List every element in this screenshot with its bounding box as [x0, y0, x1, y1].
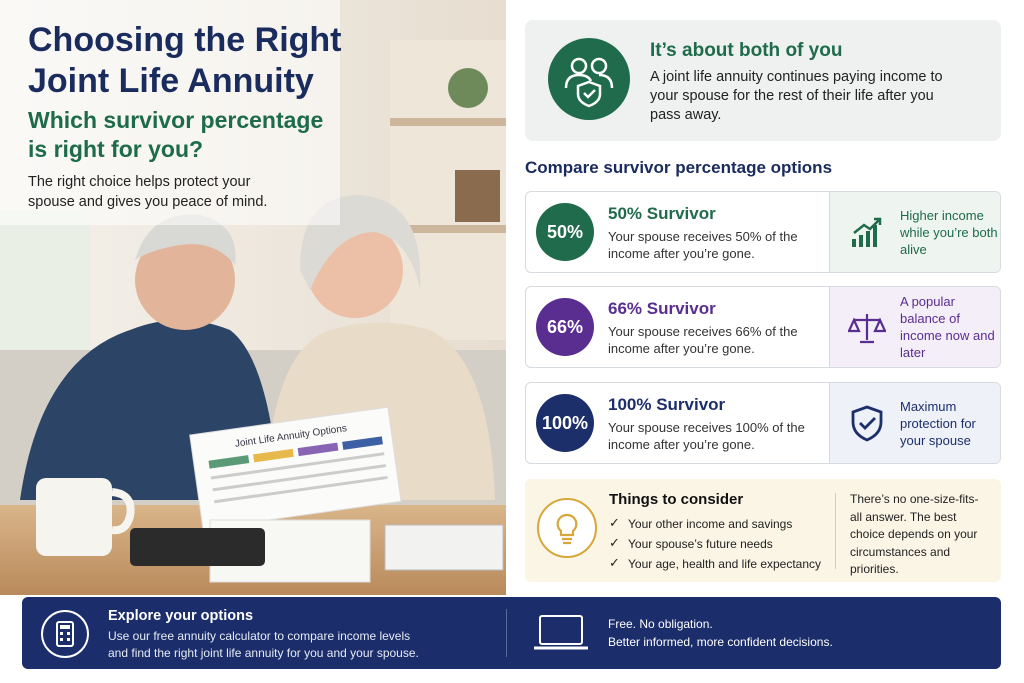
footer-text: Use our free annuity calculator to compa…: [108, 629, 419, 660]
about-text: A joint life annuity continues paying in…: [650, 69, 943, 123]
option-side: A popular balance of income now and late…: [829, 287, 1000, 367]
bulb-icon: [537, 498, 597, 558]
option-side: Maximum protection for your spouse: [829, 383, 1000, 463]
subtitle: Which survivor percentage is right for y…: [28, 107, 324, 162]
consider-item: Your other income and savings: [628, 517, 793, 531]
option-note: A popular balance of income now and late…: [900, 294, 995, 360]
divider: [506, 609, 507, 657]
check-mark: ✓: [609, 515, 620, 530]
consider-panel: Things to consider There’s no one-size-f…: [525, 479, 1001, 582]
option-card: 50% 50% Survivor Your spouse receives 50% …: [525, 191, 1001, 273]
option-card: 100% 100% Survivor Your spouse receives 10…: [525, 382, 1001, 464]
calculator-icon: [41, 610, 89, 658]
option-badge: 100%: [536, 394, 594, 452]
divider: [835, 493, 836, 569]
photo: Joint Life Annuity Options: [0, 0, 506, 595]
intro: The right choice helps protect your spou…: [28, 174, 268, 210]
option-text: Your spouse receives 66% of the income a…: [608, 324, 798, 356]
title: Choosing the Right Joint Life Annuity: [28, 21, 342, 100]
about-panel: It’s about both of you A joint life annu…: [525, 20, 1001, 141]
option-note: Higher income while you’re both alive: [900, 207, 998, 257]
footer-line1: Free. No obligation.: [608, 617, 713, 631]
consider-title: Things to consider: [609, 491, 744, 508]
option-icon: [852, 217, 882, 247]
consider-item: Your age, health and life expectancy: [628, 557, 822, 571]
consider-item: Your spouse’s future needs: [628, 537, 773, 551]
option-text: Your spouse receives 50% of the income a…: [608, 229, 798, 261]
check-mark: ✓: [609, 535, 620, 550]
footer-banner: Explore your options Use our free annuit…: [22, 597, 1001, 669]
about-title: It’s about both of you: [650, 40, 843, 61]
option-icon: [851, 405, 883, 442]
footer-title: Explore your options: [108, 608, 254, 624]
option-badge: 50%: [536, 203, 594, 261]
option-note: Maximum protection for your spouse: [900, 398, 976, 448]
consider-note: There’s no one-size-fits-all answer. The…: [850, 492, 979, 576]
option-title: 50% Survivor: [608, 204, 716, 223]
check-mark: ✓: [609, 555, 620, 570]
compare-heading: Compare survivor percentage options: [525, 158, 833, 177]
option-icon: [848, 314, 886, 344]
option-card: 66% 66% Survivor Your spouse receives 66% …: [525, 286, 1001, 368]
option-badge: 66%: [536, 298, 594, 356]
option-text: Your spouse receives 100% of the income …: [608, 420, 805, 452]
couple-icon: [548, 38, 630, 120]
laptop-icon: [534, 615, 588, 650]
option-side: Higher income while you’re both alive: [829, 192, 1000, 272]
option-title: 100% Survivor: [608, 395, 726, 414]
option-title: 66% Survivor: [608, 299, 716, 318]
footer-line2: Better informed, more confident decision…: [608, 635, 833, 649]
